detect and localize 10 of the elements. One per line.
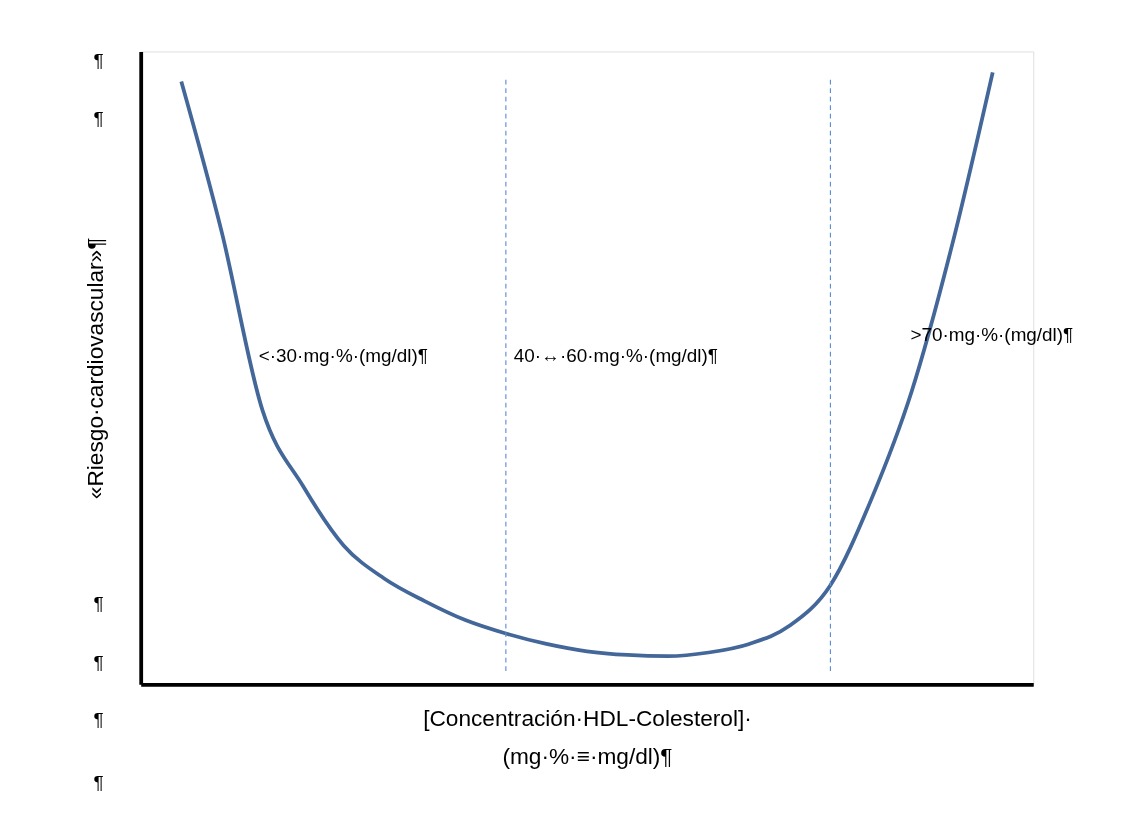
text: ¶ [93,49,104,71]
annotation: <·30·mg·%·(mg/dl)¶ [258,345,428,367]
annotation: 40·↔·60·mg·%·(mg/dl)¶ [513,345,718,367]
text: ¶ [93,772,104,794]
text: ¶ [93,652,104,674]
text: ¶ [93,708,104,730]
text: ¶ [93,592,104,614]
x-axis-title: [Concentración·HDL-Colesterol]· (mg·%·≡·mg/dl)¶ [423,705,752,770]
y-axis-title: «Riesgo·cardiovascular»¶ [82,237,109,500]
text: ¶ [93,108,104,130]
